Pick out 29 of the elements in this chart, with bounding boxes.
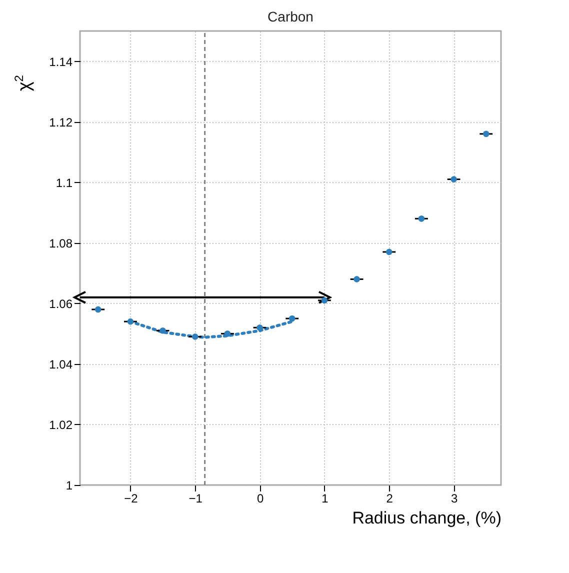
y-tick-label: 1.14 — [49, 54, 73, 69]
y-tick-label: 1 — [66, 478, 73, 492]
point — [482, 130, 490, 138]
chart-title: Carbon — [268, 8, 314, 24]
point — [354, 276, 360, 282]
x-tick-label: −2 — [124, 492, 138, 506]
point — [127, 318, 134, 325]
x-tick-label: 2 — [386, 492, 394, 506]
y-tick-label: 1.04 — [49, 357, 73, 372]
y-tick-label: 1.1 — [56, 176, 73, 190]
y-tick-label: 1.02 — [49, 418, 73, 432]
x-tick-label: −1 — [188, 492, 203, 506]
point — [386, 248, 392, 256]
point — [450, 176, 457, 182]
point — [321, 297, 328, 304]
point — [256, 324, 263, 331]
point — [418, 216, 425, 222]
y-tick-label: 1.08 — [49, 236, 73, 250]
x-tick-label: 1 — [322, 492, 329, 506]
point — [192, 334, 198, 340]
point — [288, 315, 296, 322]
point — [224, 330, 231, 337]
x-axis-title: Radius change, (%) — [352, 508, 502, 528]
x-tick-label: 0 — [256, 492, 264, 506]
y-tick-label: 1.06 — [49, 296, 73, 311]
y-tick-label: 1.12 — [49, 115, 73, 130]
x-tick-label: 3 — [450, 492, 458, 506]
point — [94, 306, 102, 313]
point — [160, 327, 166, 334]
